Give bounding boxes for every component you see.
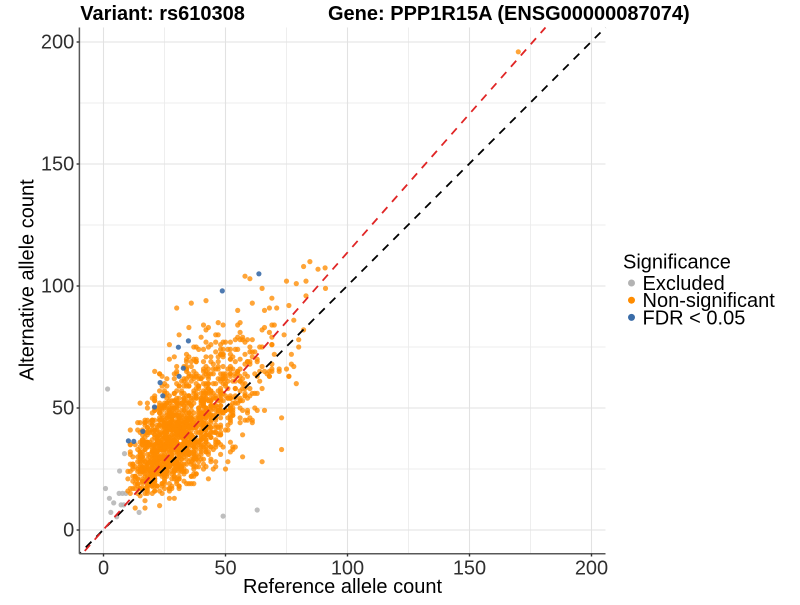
svg-text:Non-significant: Non-significant xyxy=(643,290,776,312)
svg-text:0: 0 xyxy=(98,558,109,580)
svg-text:100: 100 xyxy=(41,276,74,298)
svg-text:150: 150 xyxy=(453,558,486,580)
svg-text:Variant: rs610308: Variant: rs610308 xyxy=(80,3,245,25)
svg-text:Reference allele count: Reference allele count xyxy=(243,576,442,598)
svg-text:200: 200 xyxy=(41,32,74,54)
svg-text:Gene: PPP1R15A (ENSG0000008707: Gene: PPP1R15A (ENSG00000087074) xyxy=(328,3,690,25)
svg-text:0: 0 xyxy=(63,520,74,542)
svg-text:Excluded: Excluded xyxy=(643,273,725,295)
svg-text:150: 150 xyxy=(41,154,74,176)
svg-text:50: 50 xyxy=(52,398,74,420)
svg-text:200: 200 xyxy=(575,558,608,580)
svg-text:Significance: Significance xyxy=(623,252,731,274)
svg-text:50: 50 xyxy=(214,558,236,580)
svg-text:100: 100 xyxy=(331,558,364,580)
svg-text:Alternative allele count: Alternative allele count xyxy=(17,179,39,381)
svg-text:FDR < 0.05: FDR < 0.05 xyxy=(643,307,746,329)
